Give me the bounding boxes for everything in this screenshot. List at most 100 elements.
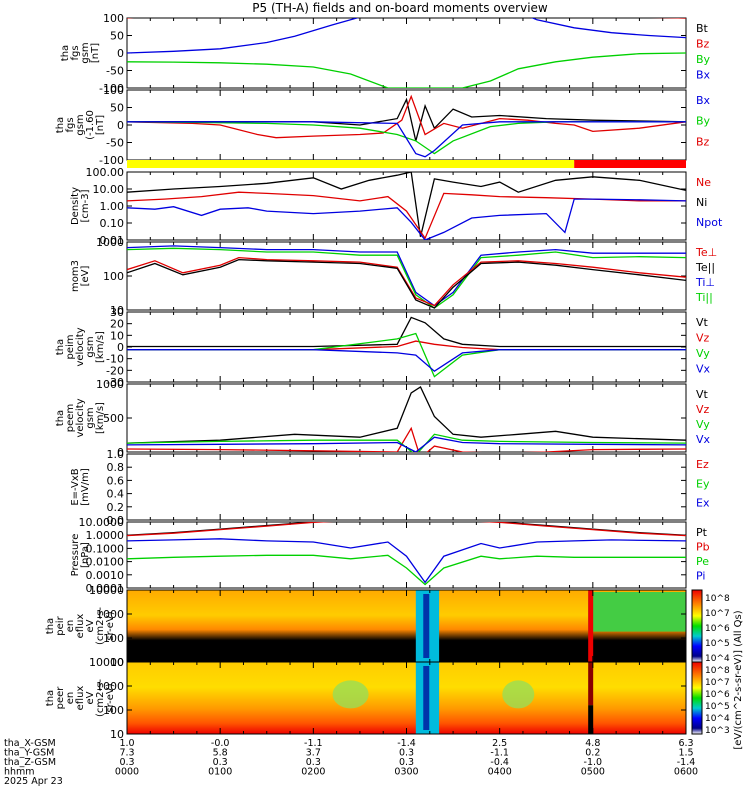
y-tick-label: 1.0 (107, 448, 125, 461)
series-line-Vy (127, 332, 686, 378)
x-axis-value: -1.1 (304, 738, 323, 749)
y-axis-label: peim (65, 334, 76, 359)
x-axis-value: 2.5 (492, 738, 507, 749)
x-axis-value: 0200 (301, 767, 325, 778)
y-tick-label: 0.0010 (86, 569, 125, 582)
y-axis-label: gsm (75, 114, 86, 135)
panel-0: 100 50 0 -50 -100 tha fgs gsm [nT] Bt Bz By Bx (60, 12, 711, 95)
y-axis-label: mom3 (70, 260, 81, 292)
y-axis-label: (cm2-s- (95, 607, 106, 645)
y-axis-label: Density (70, 187, 81, 225)
y-tick-label: 10000 (89, 584, 124, 597)
legend-label: Vt (696, 388, 709, 401)
y-axis-label: (cm2-s- (95, 679, 106, 717)
y-axis-label: [km/s] (95, 402, 106, 434)
legend-label: By (696, 53, 711, 66)
y-tick-label: 0.0100 (86, 556, 125, 569)
y-tick-label: 100 (103, 270, 124, 283)
y-axis-label: sr-eV) (105, 611, 116, 640)
y-axis-label: [nT] (95, 115, 106, 135)
y-axis-label: gsm (80, 42, 91, 63)
panel-frame (126, 521, 687, 589)
legend-label: Bt (696, 22, 709, 35)
y-axis-label: en (65, 692, 76, 705)
y-axis-label: peer (55, 686, 66, 710)
colorbar-tick-label: 10^6 (705, 624, 730, 634)
y-axis-label: fgs (65, 117, 76, 132)
x-axis-row-label: tha_Y-GSM (4, 748, 54, 759)
panel-frame (126, 171, 687, 241)
panel-frame (126, 17, 687, 89)
y-axis-label: eflux (75, 614, 86, 639)
y-axis-label: Pressure (70, 534, 81, 577)
y-axis-label: peem (65, 404, 76, 432)
y-axis-label: velocity (75, 398, 86, 437)
y-axis-label: eV (85, 619, 96, 632)
x-axis-value: -0.4 (490, 757, 509, 768)
y-tick-label: 0.1000 (86, 542, 125, 555)
x-axis-value: 0.2 (585, 748, 600, 759)
legend-label: Bz (696, 38, 710, 51)
y-axis-label: [nPa] (80, 542, 91, 568)
colorbar-tick-label: 10^8 (705, 666, 730, 676)
y-tick-label: 100 (103, 84, 124, 97)
x-axis-value: 0600 (674, 767, 698, 778)
legend-label: Vt (696, 316, 709, 329)
y-axis-label: tha (55, 339, 66, 355)
y-axis-label: sr-eV) (105, 683, 116, 712)
colorbar-tick-label: 10^4 (705, 654, 730, 664)
x-axis-value: -1.1 (490, 748, 509, 759)
colorbar (691, 589, 703, 663)
legend-label: Vx (696, 363, 711, 376)
legend-label: Ez (696, 458, 709, 471)
series-line-Ti⊥ (127, 245, 686, 307)
series-line-Pi (127, 538, 686, 584)
panel-9: 10000 1000 100 10 tha peir en eflux eV (cm2-s-sr-… (45, 584, 730, 669)
x-axis-value: 0.3 (399, 748, 414, 759)
colorbar-tick-label: 10^4 (705, 714, 730, 724)
x-axis-value: -1.4 (677, 757, 696, 768)
legend-label: Ne (696, 176, 711, 189)
panel-3: 100.00 10.00 1.00 0.10 0.01 Density [cm-3] Ne Ni… (70, 166, 723, 247)
y-tick-label: 500 (103, 412, 124, 425)
y-tick-label: -20 (106, 364, 124, 377)
panel-4: 1000 100 10 mom3 [eV] Te⊥ Te|| Ti⊥ Ti|| (70, 236, 717, 317)
series-line-Ni (127, 172, 686, 237)
x-axis-row-label: tha_Z-GSM (4, 757, 56, 768)
plot-title: P5 (TH-A) fields and on-board moments ov… (252, 1, 548, 15)
y-axis-label: (-1.60 (85, 110, 96, 140)
colorbar-label: [eV/(cm^2-s-sr-eV)] (All Qs) (733, 610, 744, 749)
y-tick-label: 0.4 (107, 488, 125, 501)
colorbar-tick-label: 10^5 (705, 639, 730, 649)
legend-label: Vy (696, 418, 710, 431)
y-axis-label: gsm (85, 407, 96, 428)
y-axis-label: peir (55, 615, 66, 635)
y-axis-label: [cm-3] (80, 189, 91, 222)
colorbar-tick-label: 10^6 (705, 690, 730, 700)
y-axis-label: tha (55, 410, 66, 426)
legend-label: Ni (696, 196, 707, 209)
series-line-Ti|| (127, 247, 686, 309)
status-bar-segment (127, 160, 575, 168)
panel-6: 1000 500 0 tha peem velocity gsm [km/s] Vt Vz Vy Vx (55, 378, 711, 459)
spectrogram-band (588, 592, 686, 632)
panel-1: 100 50 0 -50 -100 tha fgs gsm (-1.60 [nT] Bx By Bz (55, 84, 711, 167)
spectrogram-band (588, 705, 594, 734)
y-tick-label: 0.0 (107, 514, 125, 527)
y-tick-label: 10 (110, 728, 124, 741)
y-axis-label: tha (45, 690, 56, 706)
panel-7: 1.00.80.60.40.20.0 E=-VxB [mV/m] Ez Ey Ex (70, 448, 710, 527)
y-axis-label: fgs (70, 45, 81, 60)
x-axis-value: 4.8 (585, 738, 600, 749)
spectrogram-band (588, 662, 594, 706)
y-tick-label: 30 (110, 306, 124, 319)
y-tick-label: 0 (117, 446, 124, 459)
legend-label: Pb (696, 541, 710, 554)
y-tick-label: 1000 (96, 608, 124, 621)
series-line-By (127, 52, 686, 88)
y-axis-label: [km/s] (95, 331, 106, 363)
legend-label: Pe (696, 555, 709, 568)
series-line-Vz (127, 340, 686, 351)
